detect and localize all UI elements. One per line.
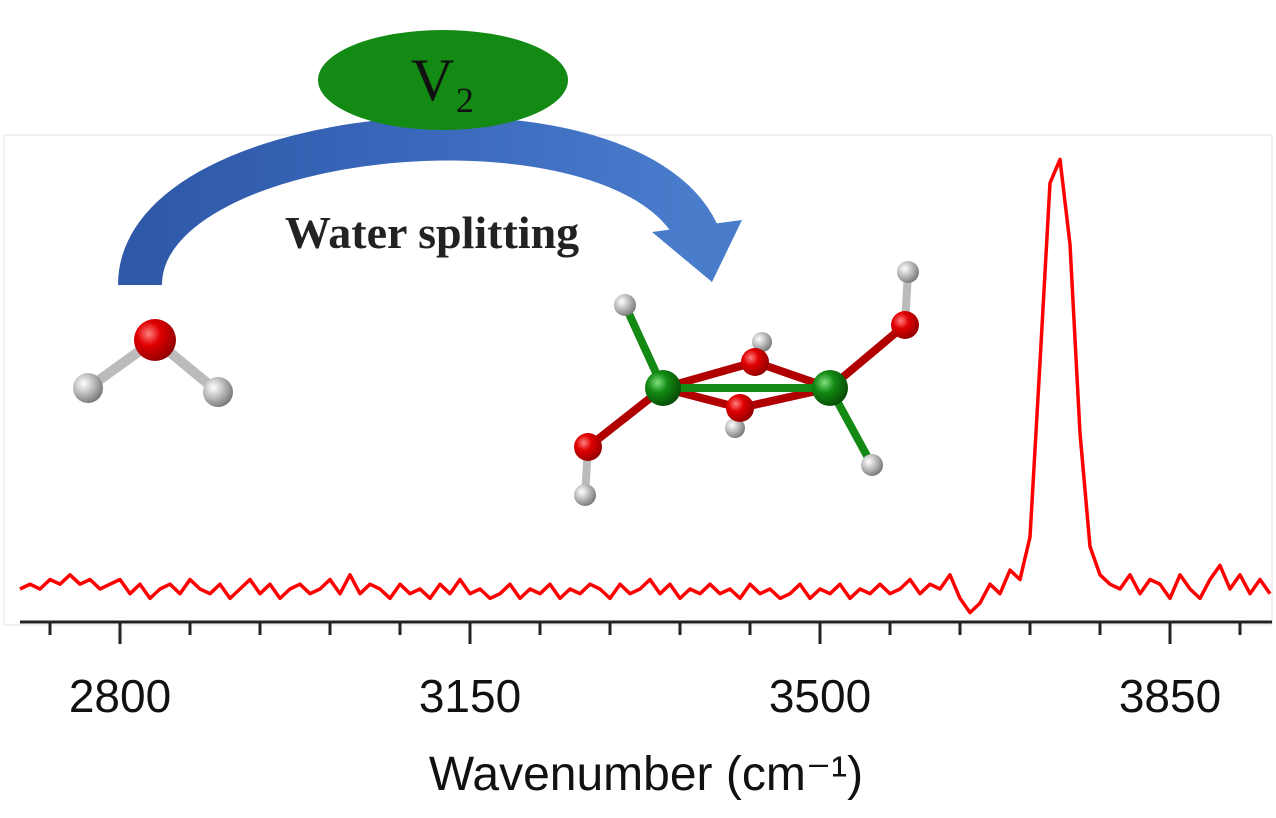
water-molecule <box>73 319 233 407</box>
catalyst-ellipse <box>318 30 568 130</box>
plot-frame <box>3 134 1273 626</box>
x-tick-label: 3150 <box>419 670 521 722</box>
x-tick-label: 3500 <box>769 670 871 722</box>
spectrum-line <box>19 157 1272 615</box>
catalyst-label: V₂ <box>411 47 475 113</box>
arrow-head <box>652 220 742 282</box>
x-tick-label: 2800 <box>69 670 171 722</box>
product-molecule <box>574 261 919 506</box>
reaction-arrow <box>118 116 721 287</box>
x-tick-label: 3850 <box>1119 670 1221 722</box>
x-axis-label: Wavenumber (cm⁻¹) <box>429 748 863 801</box>
reaction-label: Water splitting <box>285 207 579 258</box>
